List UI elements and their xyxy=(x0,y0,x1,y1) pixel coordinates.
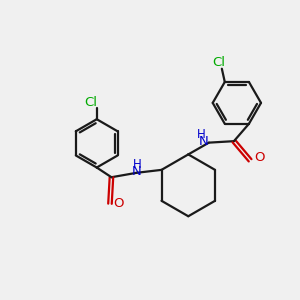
Text: N: N xyxy=(199,135,208,148)
Text: Cl: Cl xyxy=(212,56,225,69)
Text: N: N xyxy=(132,165,141,178)
Text: H: H xyxy=(133,158,141,171)
Text: O: O xyxy=(254,152,265,164)
Text: Cl: Cl xyxy=(84,96,97,109)
Text: O: O xyxy=(113,197,124,210)
Text: H: H xyxy=(197,128,206,141)
